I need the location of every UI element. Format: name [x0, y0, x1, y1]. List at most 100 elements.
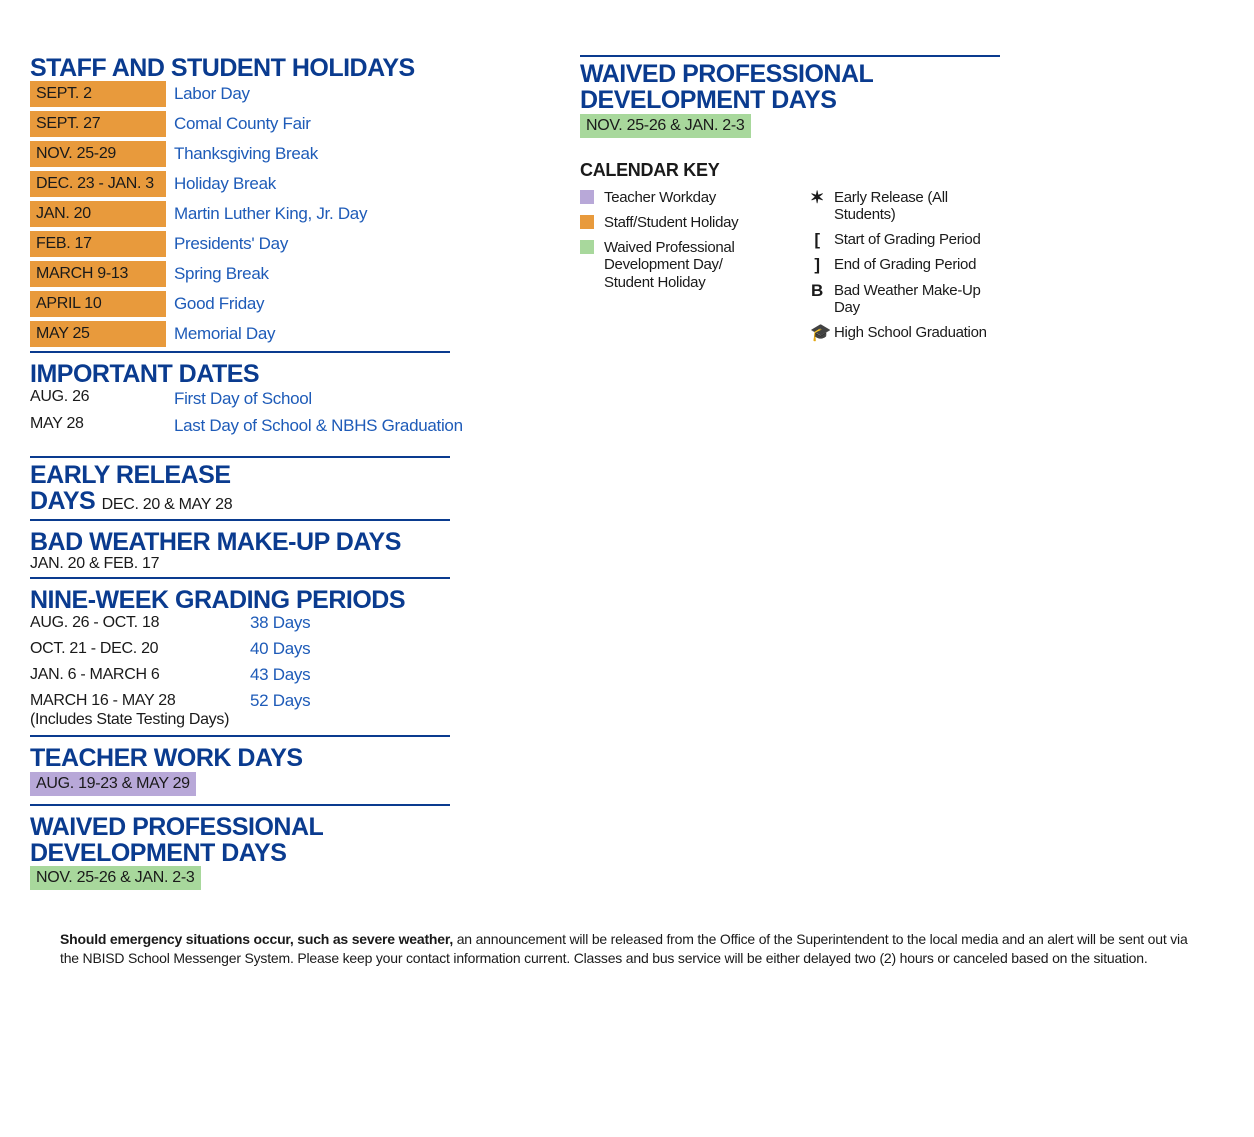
holidays-section: STAFF AND STUDENT HOLIDAYS SEPT. 2Labor …	[30, 55, 470, 353]
important-date: MAY 28	[30, 415, 174, 433]
important-date: AUG. 26	[30, 388, 174, 406]
calendar-key-grid: Teacher Workday Staff/Student Holiday Waiv…	[580, 189, 1020, 350]
holiday-date: DEC. 23 - JAN. 3	[30, 171, 166, 197]
key-swatch	[580, 240, 594, 254]
bad-weather-title: BAD WEATHER MAKE-UP DAYS	[30, 529, 470, 555]
key-symbol-icon: 🎓	[810, 324, 824, 341]
grading-days: 38 Days	[250, 613, 310, 633]
holiday-label: Martin Luther King, Jr. Day	[166, 204, 367, 224]
holiday-label: Spring Break	[166, 264, 269, 284]
rule	[30, 351, 450, 353]
holiday-label: Comal County Fair	[166, 114, 311, 134]
holiday-row: DEC. 23 - JAN. 3Holiday Break	[30, 171, 470, 197]
holiday-label: Holiday Break	[166, 174, 276, 194]
early-release-title-1: EARLY RELEASE	[30, 461, 231, 489]
waived-right-dates: NOV. 25-26 & JAN. 2-3	[580, 114, 751, 138]
key-label: High School Graduation	[834, 324, 987, 341]
rule	[30, 519, 450, 521]
key-item: Waived Professional Development Day/ Stu…	[580, 239, 760, 291]
waived-right-section: WAIVED PROFESSIONAL DEVELOPMENT DAYS NOV…	[580, 61, 1020, 142]
key-label: Staff/Student Holiday	[604, 214, 738, 231]
rule	[30, 804, 450, 806]
grading-title: NINE-WEEK GRADING PERIODS	[30, 587, 470, 613]
rule	[30, 735, 450, 737]
key-symbol-icon: [	[810, 231, 824, 248]
waived-left-title-1: WAIVED PROFESSIONAL	[30, 813, 323, 841]
key-item: ✶Early Release (All Students)	[810, 189, 990, 224]
waived-right-title-2: DEVELOPMENT DAYS	[580, 86, 836, 114]
footer-note: Should emergency situations occur, such …	[30, 930, 1224, 968]
grading-row: JAN. 6 - MARCH 643 Days	[30, 665, 470, 685]
grading-days: 43 Days	[250, 665, 310, 685]
holiday-row: APRIL 10Good Friday	[30, 291, 470, 317]
early-release-title-2: DAYS	[30, 487, 95, 515]
rule	[30, 577, 450, 579]
holiday-date: MARCH 9-13	[30, 261, 166, 287]
important-section: IMPORTANT DATES AUG. 26First Day of Scho…	[30, 361, 470, 436]
holiday-date: JAN. 20	[30, 201, 166, 227]
important-label: First Day of School	[174, 388, 312, 409]
early-release-dates: DEC. 20 & MAY 28	[102, 496, 233, 513]
holiday-label: Memorial Day	[166, 324, 275, 344]
key-swatch	[580, 190, 594, 204]
holiday-date: MAY 25	[30, 321, 166, 347]
holiday-date: SEPT. 27	[30, 111, 166, 137]
waived-right-title: WAIVED PROFESSIONAL DEVELOPMENT DAYS	[580, 61, 1020, 114]
key-item: [Start of Grading Period	[810, 231, 990, 248]
early-release-section: EARLY RELEASE DAYS DEC. 20 & MAY 28	[30, 456, 470, 521]
holiday-row: FEB. 17Presidents' Day	[30, 231, 470, 257]
grading-row: MARCH 16 - MAY 28 (Includes State Testin…	[30, 691, 470, 729]
key-symbol-icon: ✶	[810, 189, 824, 206]
left-column: STAFF AND STUDENT HOLIDAYS SEPT. 2Labor …	[30, 55, 470, 900]
waived-right-title-1: WAIVED PROFESSIONAL	[580, 60, 873, 88]
bad-weather-section: BAD WEATHER MAKE-UP DAYS JAN. 20 & FEB. …	[30, 529, 470, 579]
holiday-date: SEPT. 2	[30, 81, 166, 107]
holiday-row: MARCH 9-13Spring Break	[30, 261, 470, 287]
rule	[30, 456, 450, 458]
holiday-row: NOV. 25-29Thanksgiving Break	[30, 141, 470, 167]
grading-days: 40 Days	[250, 639, 310, 659]
key-right-col: ✶Early Release (All Students) [Start of G…	[810, 189, 990, 350]
holiday-label: Thanksgiving Break	[166, 144, 318, 164]
bad-weather-dates: JAN. 20 & FEB. 17	[30, 555, 470, 573]
key-swatch	[580, 215, 594, 229]
grading-days: 52 Days	[250, 691, 310, 729]
key-left-col: Teacher Workday Staff/Student Holiday Waiv…	[580, 189, 760, 350]
grading-period: JAN. 6 - MARCH 6	[30, 665, 250, 685]
holiday-row: MAY 25Memorial Day	[30, 321, 470, 347]
holiday-label: Labor Day	[166, 84, 250, 104]
holiday-label: Good Friday	[166, 294, 264, 314]
grading-period: OCT. 21 - DEC. 20	[30, 639, 250, 659]
waived-left-section: WAIVED PROFESSIONAL DEVELOPMENT DAYS NOV…	[30, 814, 470, 895]
key-label: Waived Professional Development Day/ Stu…	[604, 239, 760, 291]
main-columns: STAFF AND STUDENT HOLIDAYS SEPT. 2Labor …	[30, 55, 1224, 900]
holiday-date: NOV. 25-29	[30, 141, 166, 167]
key-item: Staff/Student Holiday	[580, 214, 760, 231]
holidays-title: STAFF AND STUDENT HOLIDAYS	[30, 55, 470, 81]
important-label: Last Day of School & NBHS Graduation	[174, 415, 463, 436]
key-label: Teacher Workday	[604, 189, 716, 206]
holiday-date: FEB. 17	[30, 231, 166, 257]
grading-row: OCT. 21 - DEC. 2040 Days	[30, 639, 470, 659]
holiday-row: SEPT. 2Labor Day	[30, 81, 470, 107]
teacher-work-title: TEACHER WORK DAYS	[30, 745, 470, 771]
holiday-row: SEPT. 27Comal County Fair	[30, 111, 470, 137]
key-label: End of Grading Period	[834, 256, 976, 273]
holiday-label: Presidents' Day	[166, 234, 288, 254]
grading-period: MARCH 16 - MAY 28 (Includes State Testin…	[30, 691, 250, 729]
waived-left-title-2: DEVELOPMENT DAYS	[30, 839, 286, 867]
calendar-key-title: CALENDAR KEY	[580, 160, 1020, 181]
key-item: Teacher Workday	[580, 189, 760, 206]
holiday-row: JAN. 20Martin Luther King, Jr. Day	[30, 201, 470, 227]
teacher-work-dates: AUG. 19-23 & MAY 29	[30, 772, 196, 796]
teacher-work-section: TEACHER WORK DAYS AUG. 19-23 & MAY 29	[30, 745, 470, 805]
rule	[580, 55, 1000, 57]
important-row: MAY 28Last Day of School & NBHS Graduati…	[30, 415, 470, 436]
important-row: AUG. 26First Day of School	[30, 388, 470, 409]
key-item: 🎓 High School Graduation	[810, 324, 990, 341]
waived-left-title: WAIVED PROFESSIONAL DEVELOPMENT DAYS	[30, 814, 470, 867]
key-symbol-icon: ]	[810, 256, 824, 273]
grading-row: AUG. 26 - OCT. 1838 Days	[30, 613, 470, 633]
key-item: BBad Weather Make-Up Day	[810, 282, 990, 317]
grading-period: AUG. 26 - OCT. 18	[30, 613, 250, 633]
